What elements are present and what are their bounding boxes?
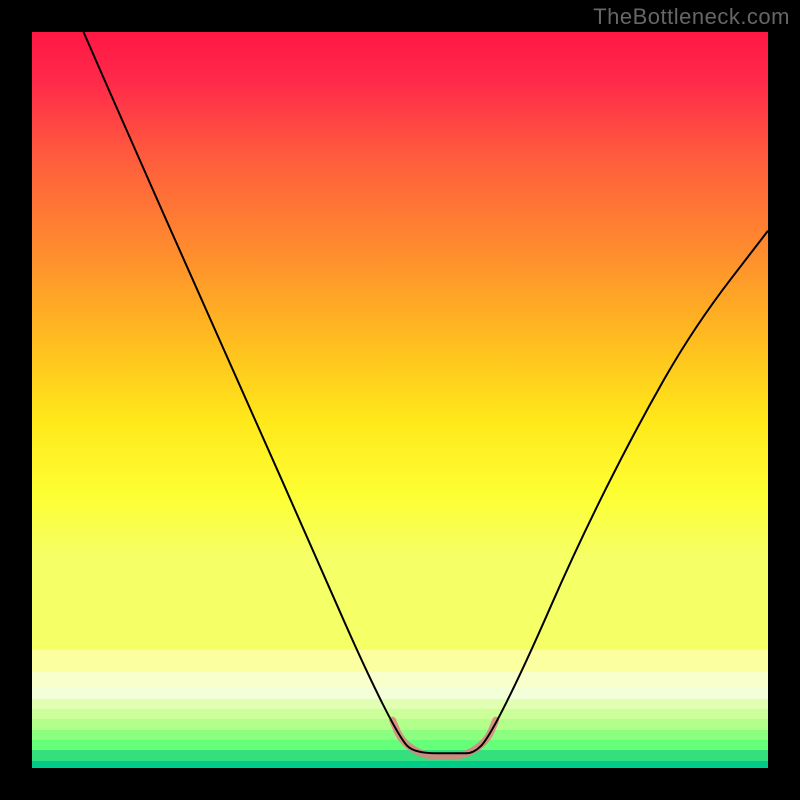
curve-layer: [32, 32, 768, 768]
chart-frame: [32, 32, 768, 768]
watermark-text: TheBottleneck.com: [593, 4, 790, 30]
bottleneck-curve: [84, 32, 768, 753]
valley-marker: [393, 720, 496, 756]
